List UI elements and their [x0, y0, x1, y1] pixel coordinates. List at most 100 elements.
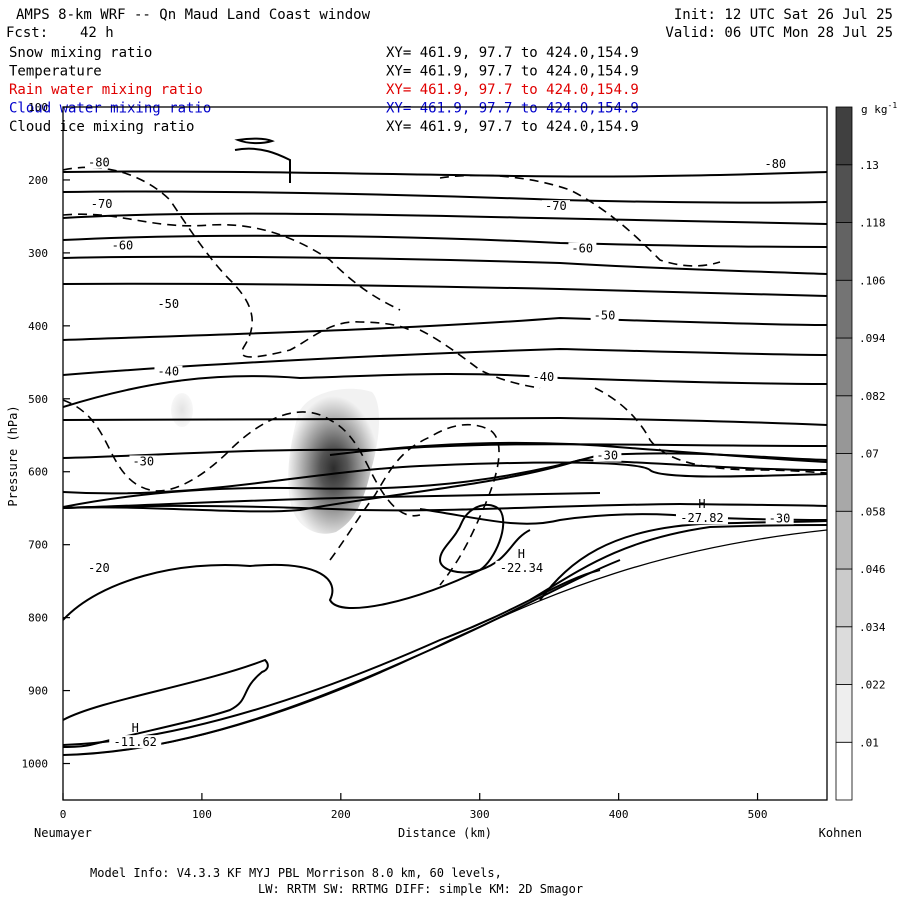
temperature-contour-label: -50 [594, 309, 616, 323]
colorbar-label: .01 [859, 736, 879, 749]
y-tick-label: 500 [28, 393, 48, 406]
colorbar-label: .058 [859, 505, 886, 518]
colorbar-swatch [835, 337, 853, 397]
cloud-ice-contour-3 [439, 174, 721, 267]
temperature-contour-label: -60 [571, 241, 593, 255]
colorbar-swatch [835, 568, 853, 628]
temperature-contour-20-line [63, 529, 531, 621]
colorbar-swatch [835, 510, 853, 570]
field-name: Snow mixing ratio [9, 45, 152, 61]
y-tick-label: 800 [28, 612, 48, 625]
y-tick-label: 200 [28, 174, 48, 187]
field-section-coords: XY= 461.9, 97.7 to 424.0,154.9 [386, 101, 639, 117]
colorbar-swatch [835, 626, 853, 685]
extremum-value: -22.34 [500, 561, 543, 575]
y-tick-label: 1000 [22, 758, 49, 771]
colorbar-label: .046 [859, 563, 886, 576]
contour-label-bg [761, 157, 790, 170]
temperature-contour-65 [63, 234, 827, 248]
field-name: Rain water mixing ratio [9, 82, 203, 98]
extremum-value-bg [495, 560, 548, 574]
temperature-contour-25 [63, 461, 827, 495]
y-axis-ticks: 100 200 300 400 500 600 700 800 900 1000 [22, 101, 70, 771]
warm-pocket-contour [438, 503, 505, 574]
colorbar-swatch [835, 164, 853, 223]
field-name: Cloud water mixing ratio [9, 101, 211, 117]
temperature-contour-low-1 [63, 502, 827, 512]
contour-label-bg [593, 449, 622, 462]
field-section-coords: XY= 461.9, 97.7 to 424.0,154.9 [386, 119, 639, 135]
extremum-value: -11.62 [114, 735, 157, 749]
high-marker: H [132, 721, 139, 735]
temperature-contour-label: -30 [769, 511, 791, 525]
contour-label-bg [590, 309, 619, 322]
colorbar-label: .094 [859, 332, 886, 345]
temperature-contour-45 [63, 347, 827, 376]
y-axis-label: Pressure (hPa) [6, 405, 20, 506]
left-endpoint-label: Neumayer [34, 826, 92, 840]
temperature-contour-label: -70 [545, 199, 567, 213]
temperature-contour-10 [63, 452, 827, 508]
colorbar-unit: g kg-1 [861, 101, 897, 116]
x-tick-label: 0 [60, 808, 67, 821]
cloud-ice-contour-7 [419, 329, 541, 389]
temperature-contour-50 [63, 316, 827, 341]
field-section-coords: XY= 461.9, 97.7 to 424.0,154.9 [386, 64, 639, 80]
contour-labels: -80 -80 -70 -70 -60 -60 -50 -50 -40 -40 -30 -30 -30 -… [85, 155, 794, 575]
contour-label-bg [154, 297, 183, 310]
temperature-contour-75 [63, 190, 827, 204]
field-name: Temperature [9, 64, 102, 80]
colorbar-unit-exponent: -1 [888, 101, 898, 110]
high-marker: H [518, 547, 525, 561]
extremum-value-bg [109, 735, 162, 749]
colorbar-swatch [835, 222, 853, 281]
colorbar-label: .106 [859, 274, 886, 287]
contour-lines [63, 137, 827, 756]
temperature-contour-30 [63, 443, 827, 459]
cloud-ice-contour-2 [63, 213, 401, 311]
physics-info: LW: RRTM SW: RRTMG DIFF: simple KM: 2D S… [258, 882, 583, 896]
temperature-contour-label: -70 [91, 197, 113, 211]
temperature-contour-low-3 [539, 520, 827, 601]
contour-label-bg [85, 561, 114, 574]
x-tick-label: 400 [609, 808, 629, 821]
cloud-ice-contour-5 [329, 423, 500, 586]
high-marker: H [698, 497, 705, 511]
temperature-contour-20 [63, 492, 601, 509]
colorbar-swatch [835, 741, 853, 801]
field-name: Cloud ice mixing ratio [9, 119, 194, 135]
contour-label-bg [542, 200, 571, 213]
field-legend: Snow mixing ratio XY= 461.9, 97.7 to 424.… [9, 45, 639, 135]
contour-label-bg [568, 242, 597, 255]
colorbar-label: .118 [859, 217, 886, 230]
cloud-ice-contour-4 [63, 399, 421, 517]
colorbar-swatch [835, 453, 853, 512]
temperature-contour-label: -80 [88, 155, 110, 169]
temperature-contour-label: -30 [596, 449, 618, 463]
model-info: Model Info: V4.3.3 KF MYJ PBL Morrison 8… [90, 866, 502, 880]
snow-minor-blob [171, 393, 193, 427]
colorbar-label: .13 [859, 159, 879, 172]
init-time: Init: 12 UTC Sat 26 Jul 25 [674, 7, 893, 23]
colorbar-swatch [835, 106, 853, 166]
colorbar-label: .082 [859, 390, 886, 403]
extremum-value-bg [675, 511, 728, 525]
cloud-ice-contour-1 [63, 166, 411, 358]
contour-label-bg [765, 512, 794, 525]
colorbar-label: .07 [859, 448, 879, 461]
temperature-contour-30-main [63, 458, 827, 513]
y-tick-label: 400 [28, 320, 48, 333]
colorbar-unit-base: g kg [861, 103, 888, 116]
x-tick-label: 100 [192, 808, 212, 821]
temperature-contour-label: -30 [132, 454, 154, 468]
forecast-label: Fcst: [6, 25, 48, 41]
colorbar-swatch [835, 279, 853, 339]
x-tick-label: 200 [331, 808, 351, 821]
temperature-contour-label: -50 [157, 297, 179, 311]
temperature-contour-low-6 [63, 569, 601, 746]
upper-step-contour [234, 147, 291, 183]
colorbar-swatch [835, 395, 853, 454]
temperature-contour-80 [63, 170, 827, 178]
terrain-line [63, 529, 827, 756]
temperature-contour-35 [63, 416, 827, 426]
